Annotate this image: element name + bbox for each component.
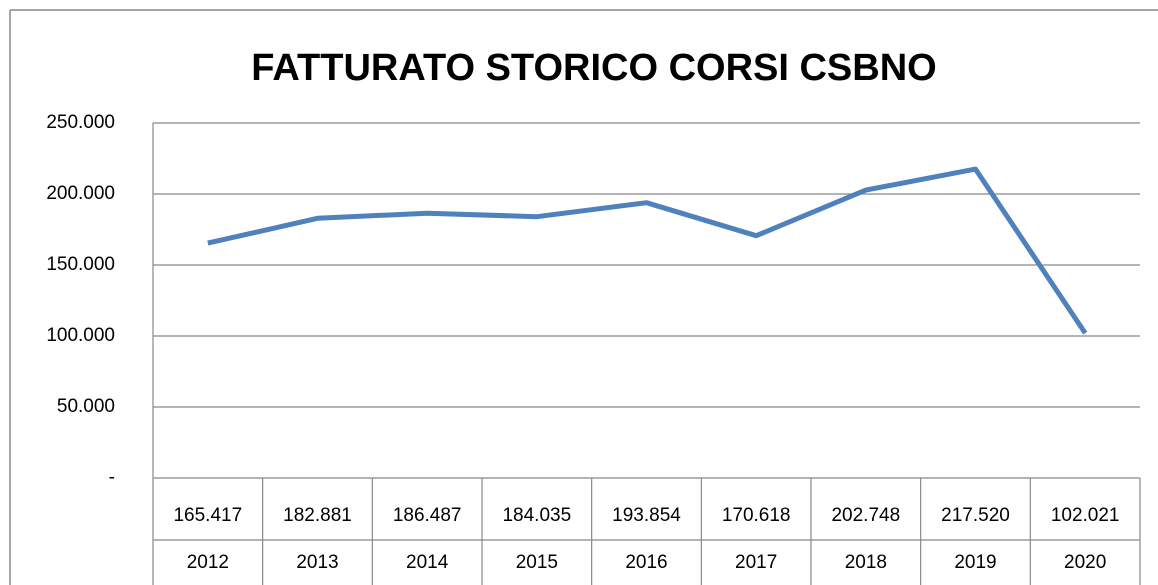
x-tick-label: 2018 xyxy=(845,552,887,573)
data-table-value: 186.487 xyxy=(393,505,462,526)
y-tick-label: 250.000 xyxy=(46,112,115,133)
y-tick-label: 100.000 xyxy=(46,325,115,346)
y-tick-label: - xyxy=(109,467,115,488)
x-tick-label: 2014 xyxy=(406,552,449,573)
data-table-value: 217.520 xyxy=(941,505,1010,526)
data-table-value: 170.618 xyxy=(722,505,791,526)
data-table-value: 182.881 xyxy=(283,505,352,526)
x-tick-label: 2015 xyxy=(516,552,558,573)
y-tick-label: 150.000 xyxy=(46,254,115,275)
x-tick-label: 2012 xyxy=(187,552,229,573)
x-tick-label: 2019 xyxy=(954,552,996,573)
data-table-value: 165.417 xyxy=(173,505,242,526)
y-tick-label: 50.000 xyxy=(57,396,115,417)
chart-title: FATTURATO STORICO CORSI CSBNO xyxy=(251,47,936,89)
x-tick-label: 2016 xyxy=(625,552,667,573)
x-tick-label: 2020 xyxy=(1064,552,1106,573)
data-table-value: 202.748 xyxy=(831,505,900,526)
x-tick-label: 2017 xyxy=(735,552,777,573)
data-table-value: 193.854 xyxy=(612,505,681,526)
line-series xyxy=(207,166,1088,335)
data-table-value: 102.021 xyxy=(1051,505,1120,526)
x-tick-label: 2013 xyxy=(296,552,338,573)
y-tick-label: 200.000 xyxy=(46,183,115,204)
data-table-value: 184.035 xyxy=(502,505,571,526)
